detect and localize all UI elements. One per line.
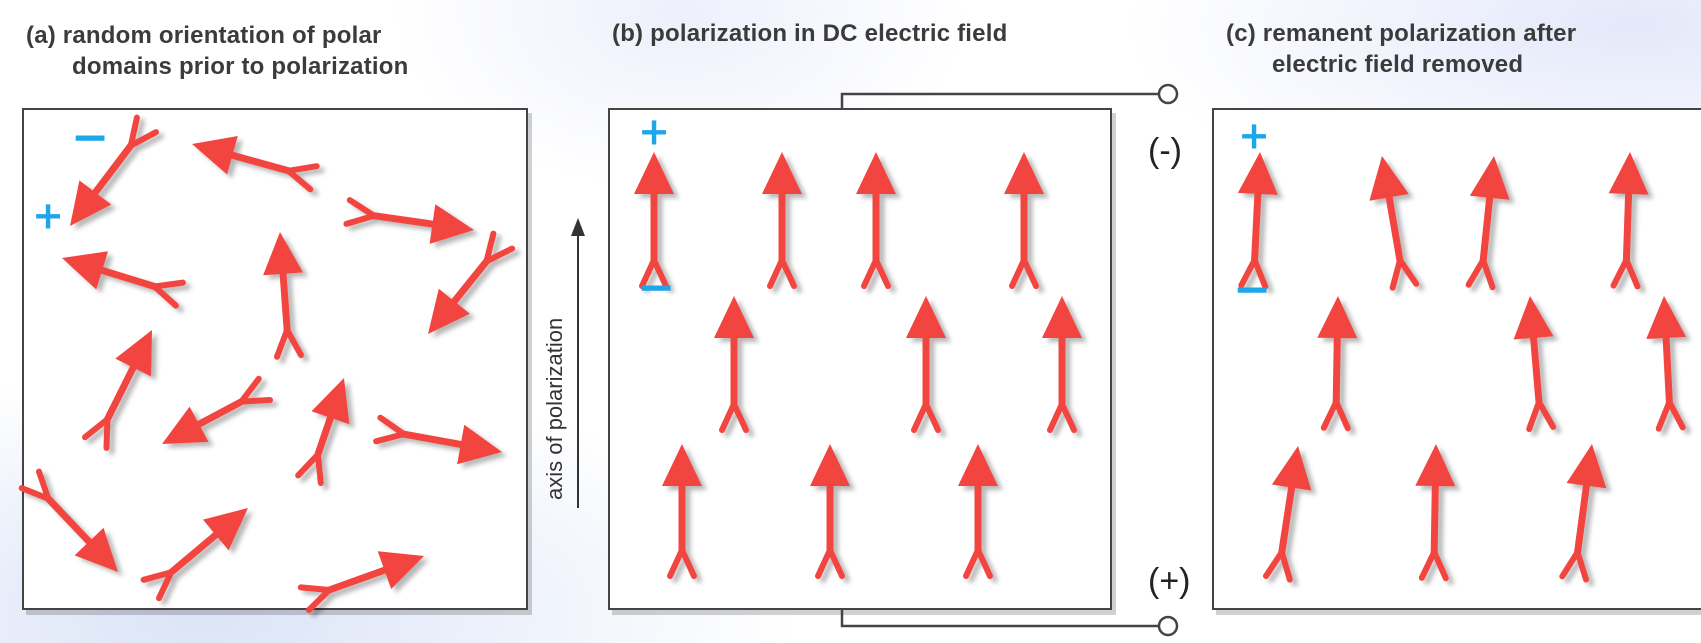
domain-arrow	[70, 114, 159, 226]
axis-of-polarization-label: axis of polarization	[542, 318, 567, 500]
sign-minus-a: −	[71, 110, 110, 164]
negative-electrode-label: (-)	[1148, 132, 1182, 170]
domain-arrow	[906, 296, 946, 433]
positive-electrode-label: (+)	[1148, 562, 1191, 600]
domain-arrow	[958, 444, 998, 579]
caption-c-line2: electric field removed	[1272, 51, 1524, 78]
polarization-axis: axis of polarization	[542, 218, 585, 508]
negative-terminal	[1157, 83, 1179, 105]
domain-arrow	[1608, 152, 1649, 290]
caption-c-line1: (c) remanent polarization after	[1226, 20, 1577, 47]
domain-arrow	[810, 444, 850, 579]
caption-c: (c) remanent polarization after electric…	[1226, 18, 1576, 80]
domain-arrow	[1465, 156, 1510, 291]
domain-arrow	[662, 444, 702, 579]
domain-arrow	[192, 136, 320, 193]
sign-minus-b: −	[637, 260, 676, 314]
sign-minus-c: −	[1233, 262, 1272, 316]
sign-plus-b: +	[638, 110, 670, 154]
domain-arrow	[343, 197, 474, 244]
sign-plus-a: +	[32, 194, 64, 238]
domain-arrow	[18, 468, 118, 572]
domain-arrow	[1263, 446, 1312, 583]
positive-terminal	[1157, 615, 1179, 637]
domain-arrow	[1513, 296, 1557, 432]
domain-arrow	[1559, 444, 1607, 583]
domain-arrow	[140, 508, 248, 602]
polar-domain-arrows	[18, 114, 1687, 613]
domain-arrow	[373, 414, 502, 465]
domain-arrow	[1369, 156, 1420, 291]
domain-arrow	[762, 152, 802, 289]
caption-a: (a) random orientation of polar domains …	[26, 20, 408, 82]
caption-a-line2: domains prior to polarization	[72, 53, 409, 80]
charge-signs: +− +−+−	[32, 110, 1271, 316]
domain-arrow	[856, 152, 896, 289]
electrode-wires	[840, 92, 1160, 628]
domain-arrow	[1004, 152, 1044, 289]
domain-arrow	[428, 230, 516, 334]
sign-plus-c: +	[1238, 114, 1270, 158]
domain-arrow	[62, 251, 186, 309]
domain-arrow	[295, 378, 350, 487]
domain-arrow	[1317, 296, 1358, 432]
domain-arrow	[634, 152, 674, 289]
caption-a-line1: (a) random orientation of polar	[26, 22, 382, 49]
domain-arrow	[263, 232, 304, 360]
domain-arrow	[82, 330, 152, 451]
domain-arrow	[1237, 152, 1278, 290]
domain-arrow	[714, 296, 754, 433]
domain-arrow	[1415, 444, 1456, 582]
domain-arrow	[162, 375, 273, 444]
domain-arrow	[1042, 296, 1082, 433]
domain-arrow	[297, 551, 424, 613]
caption-b-line1: (b) polarization in DC electric field	[612, 20, 1008, 47]
domain-arrow	[1646, 296, 1687, 432]
caption-b: (b) polarization in DC electric field	[612, 18, 1007, 49]
